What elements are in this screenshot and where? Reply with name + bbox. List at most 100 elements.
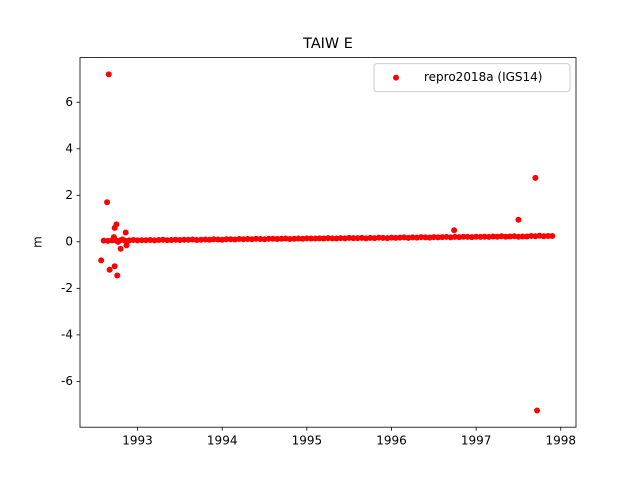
point	[380, 234, 387, 241]
point	[223, 236, 230, 243]
point	[439, 234, 446, 241]
point	[396, 234, 403, 241]
x-tick-label: 1993	[122, 434, 153, 448]
x-tick-label: 1996	[376, 434, 407, 448]
y-tick-label: -2	[61, 281, 73, 295]
point	[392, 234, 399, 241]
point	[350, 235, 357, 242]
point	[164, 237, 171, 244]
point	[119, 236, 126, 243]
point	[111, 263, 118, 270]
point	[214, 236, 221, 243]
point	[502, 233, 509, 240]
point	[236, 236, 243, 243]
point	[337, 235, 344, 242]
point	[117, 245, 124, 252]
point	[210, 236, 217, 243]
chart-title: TAIW E	[302, 36, 353, 52]
point	[106, 266, 113, 273]
point	[515, 233, 522, 240]
y-tick-label: -6	[61, 374, 73, 388]
point	[257, 236, 264, 243]
point	[202, 236, 209, 243]
point	[506, 233, 513, 240]
point	[477, 233, 484, 240]
point	[409, 234, 416, 241]
point	[549, 233, 556, 240]
x-tick-label: 1994	[207, 434, 238, 448]
point	[375, 234, 382, 241]
point	[295, 235, 302, 242]
point	[346, 234, 353, 241]
point	[464, 233, 471, 240]
point	[143, 237, 150, 244]
point	[265, 235, 272, 242]
point	[435, 234, 442, 241]
legend-marker	[393, 74, 399, 81]
point	[325, 235, 331, 242]
legend-box	[373, 63, 571, 93]
point	[303, 235, 310, 242]
point	[490, 233, 497, 240]
point	[274, 236, 281, 243]
x-tick-label: 1997	[461, 434, 492, 448]
point	[253, 235, 260, 242]
point	[176, 236, 183, 243]
point	[100, 237, 107, 244]
point	[269, 235, 276, 242]
point	[519, 233, 526, 240]
point	[316, 235, 323, 242]
point	[286, 236, 293, 243]
point	[388, 234, 395, 241]
point	[451, 227, 458, 234]
point	[110, 234, 117, 241]
y-tick-label: 6	[65, 95, 73, 109]
y-axis-label: m	[31, 236, 45, 248]
point	[540, 233, 547, 240]
point	[227, 236, 234, 243]
point	[168, 236, 175, 243]
point	[172, 236, 179, 243]
point	[105, 71, 112, 78]
plot-frame	[79, 57, 577, 428]
point	[545, 233, 552, 240]
point	[138, 237, 145, 244]
point	[104, 199, 111, 206]
point	[534, 407, 541, 414]
point	[422, 234, 429, 241]
point	[244, 236, 251, 243]
point	[354, 235, 361, 242]
point	[430, 234, 437, 241]
point	[193, 236, 200, 243]
point	[473, 233, 480, 240]
point	[481, 233, 488, 240]
point	[418, 234, 425, 241]
point	[123, 242, 130, 249]
point	[451, 233, 458, 240]
y-tick-label: 4	[65, 141, 73, 155]
point	[312, 235, 319, 242]
y-tick-label: -4	[61, 327, 73, 341]
point	[181, 236, 188, 243]
y-tick-label: 2	[65, 188, 73, 202]
legend-label: repro2018a (IGS14)	[424, 70, 542, 84]
point	[308, 235, 315, 242]
point	[515, 216, 522, 223]
point	[134, 237, 141, 244]
x-tick-label: 1998	[545, 434, 576, 448]
point	[329, 235, 336, 242]
point	[291, 235, 298, 242]
point	[113, 221, 120, 228]
point	[198, 236, 205, 243]
point	[240, 236, 247, 243]
point	[98, 257, 105, 264]
point	[155, 236, 162, 243]
point	[532, 174, 539, 181]
point	[460, 233, 467, 240]
y-tick-label: 0	[65, 234, 73, 248]
point	[185, 236, 192, 243]
point	[528, 233, 535, 240]
x-tick-label: 1995	[292, 434, 323, 448]
point	[114, 272, 121, 279]
